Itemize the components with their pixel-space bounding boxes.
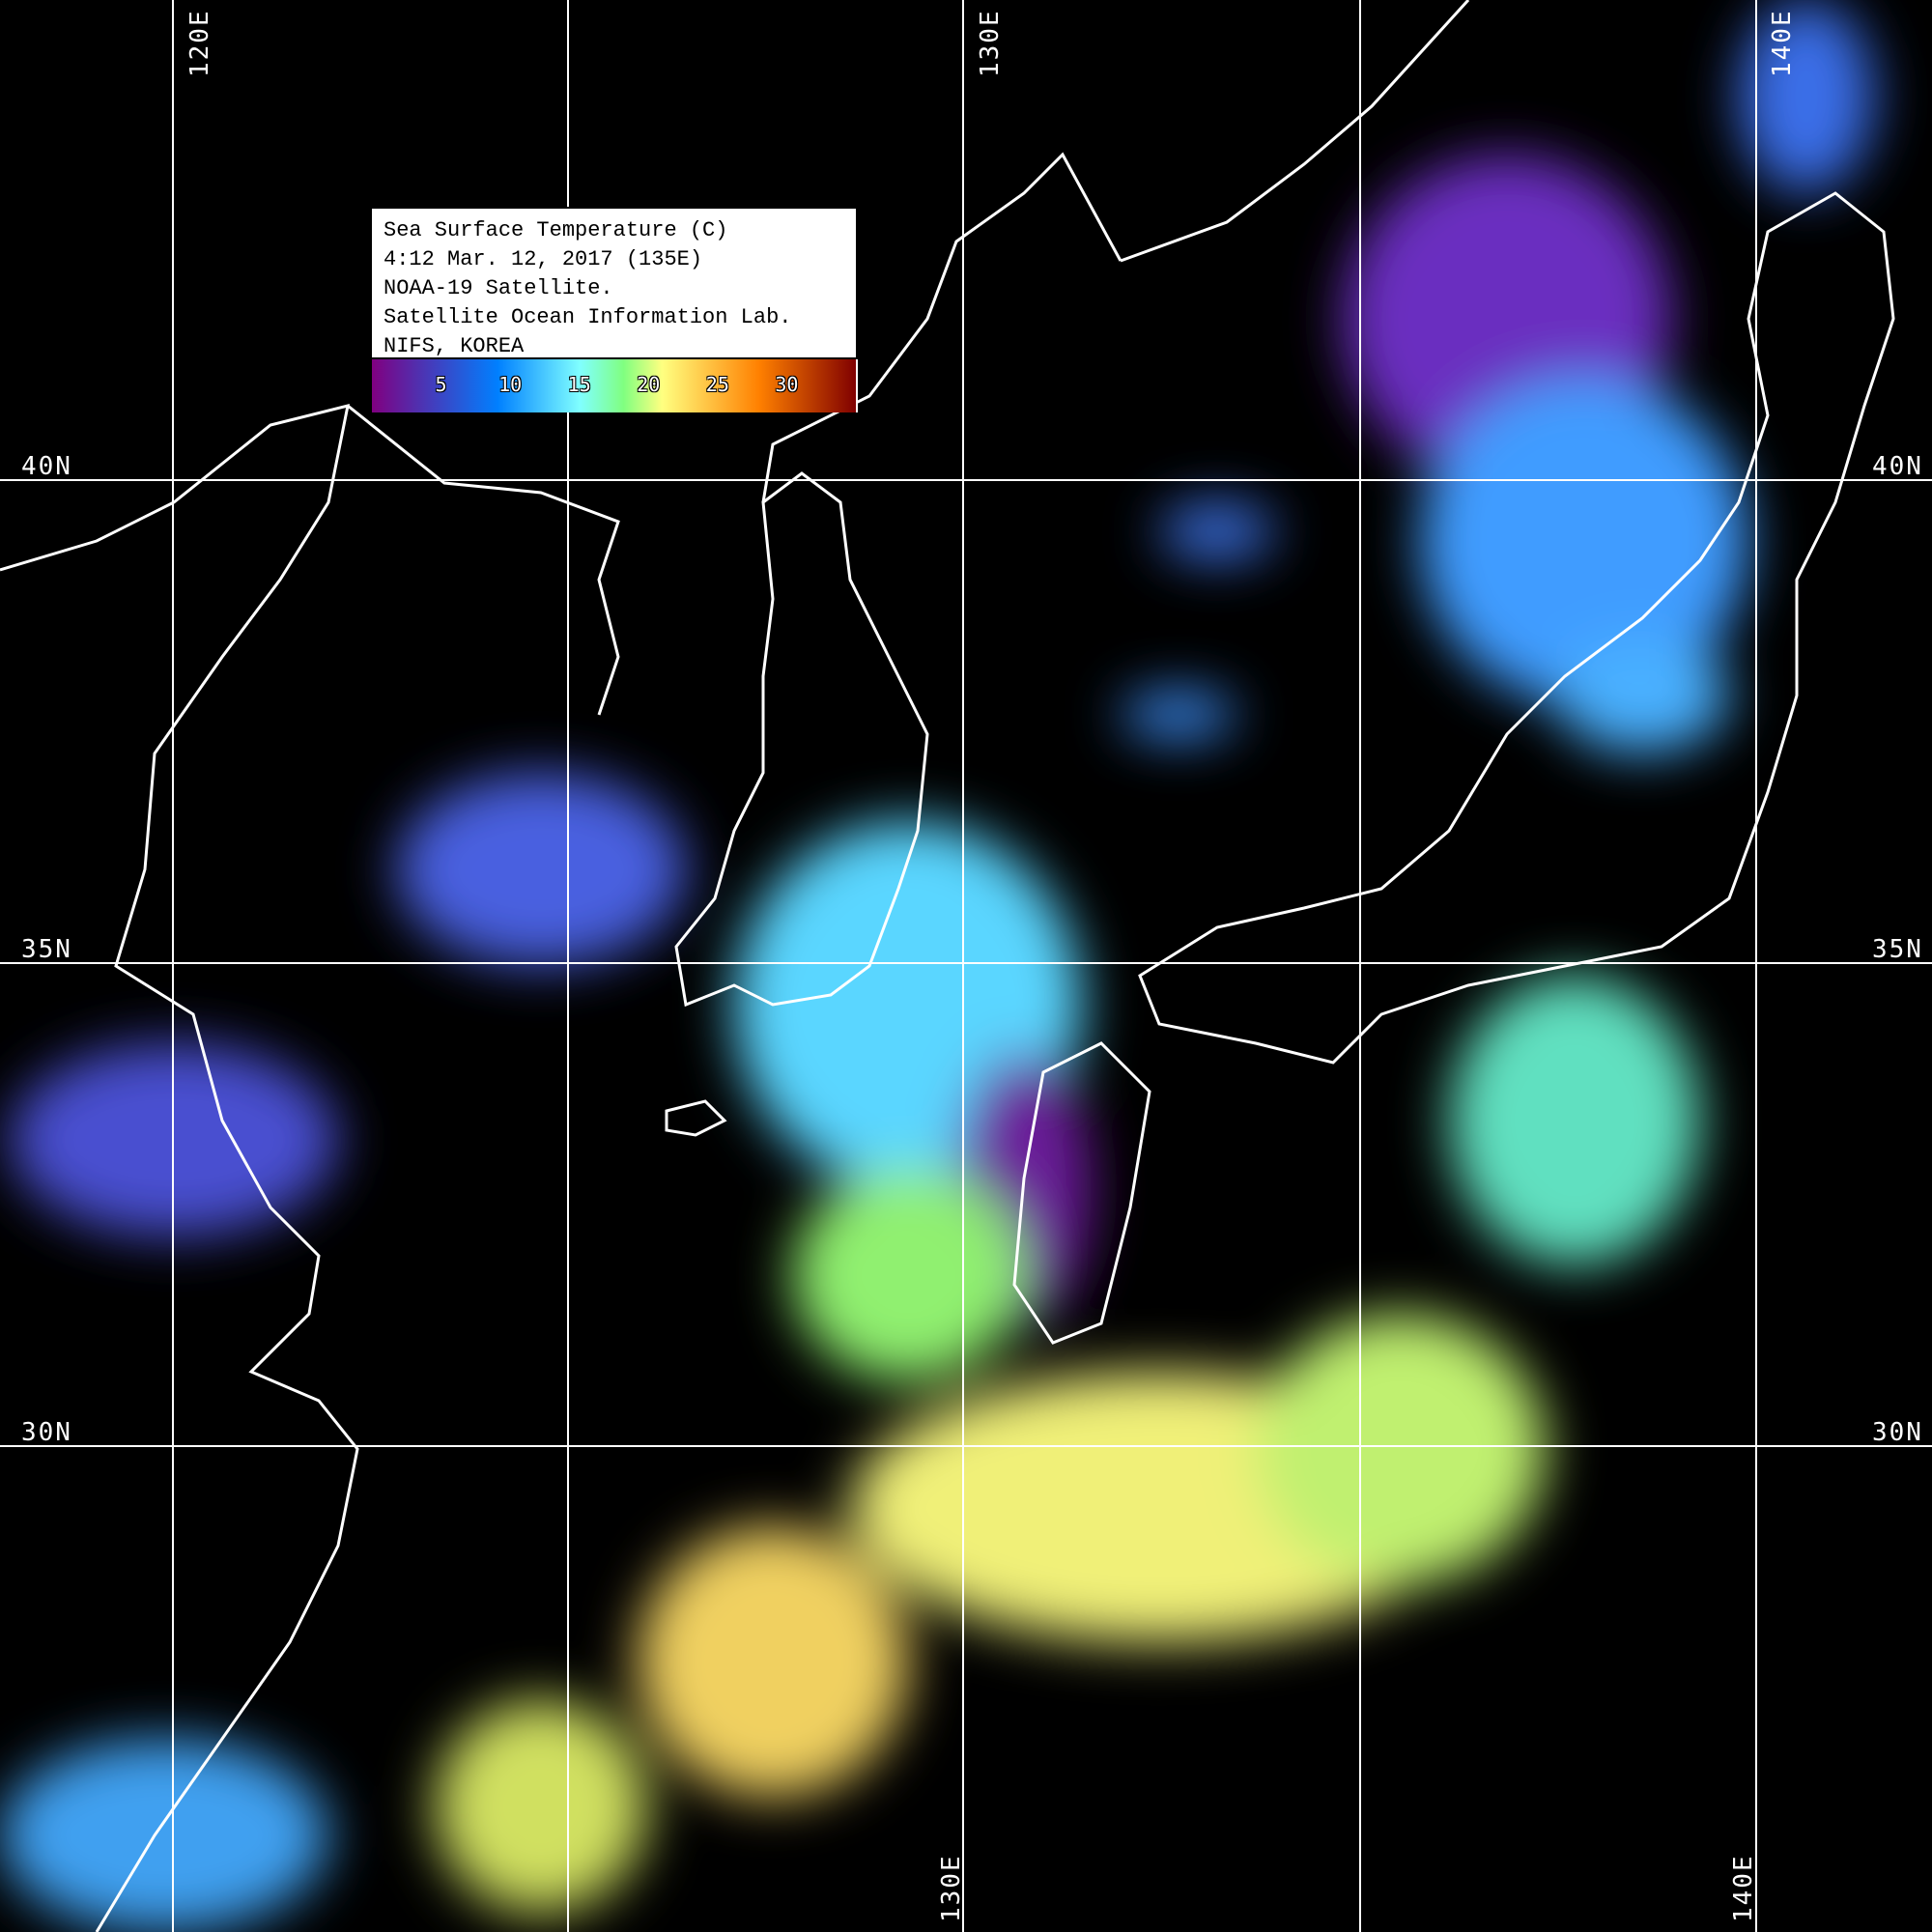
coastline-japan-honshu <box>1138 191 1895 1065</box>
sst-patch <box>1739 0 1874 193</box>
coastline-manchuria <box>761 152 1122 503</box>
coastline-jeju <box>665 1099 727 1137</box>
sst-patch <box>638 1526 908 1797</box>
colorbar-tick-label: 10 <box>498 373 523 396</box>
bottom-label-140e: 140E <box>1729 1854 1758 1922</box>
legend-org: NIFS, KOREA <box>384 334 525 358</box>
sst-patch <box>1121 691 1236 739</box>
legend-text-box: Sea Surface Temperature (C) 4:12 Mar. 12… <box>370 207 858 359</box>
colorbar-tick-label: 20 <box>637 373 661 396</box>
sst-patch <box>396 773 686 966</box>
coastline-russia <box>1120 0 1470 263</box>
top-label-130e: 130E <box>976 9 1005 77</box>
legend-lab: Satellite Ocean Information Lab. <box>384 305 792 329</box>
sst-patch <box>1449 976 1700 1265</box>
top-label-120e: 120E <box>185 9 214 77</box>
left-label-35n: 35N <box>21 935 72 964</box>
right-label-40n: 40N <box>1872 452 1923 481</box>
coastline-china-north <box>0 403 359 1932</box>
right-label-30n: 30N <box>1872 1418 1923 1447</box>
legend-datetime: 4:12 Mar. 12, 2017 (135E) <box>384 247 703 271</box>
right-label-35n: 35N <box>1872 935 1923 964</box>
legend-title: Sea Surface Temperature (C) <box>384 218 728 242</box>
colorbar-tick-label: 15 <box>567 373 591 396</box>
colorbar-tick-label: 25 <box>705 373 729 396</box>
left-label-30n: 30N <box>21 1418 72 1447</box>
legend: Sea Surface Temperature (C) 4:12 Mar. 12… <box>370 207 858 412</box>
sst-patches <box>0 0 1874 1932</box>
sst-patch <box>1159 502 1275 560</box>
colorbar-tick-label: 5 <box>435 373 447 396</box>
legend-satellite: NOAA-19 Satellite. <box>384 276 613 300</box>
colorbar: 5 10 15 20 25 30 <box>370 359 858 412</box>
sst-patch <box>0 1739 328 1932</box>
sst-patch <box>1555 638 1729 753</box>
sst-patch <box>792 1169 1024 1381</box>
sst-patch <box>1256 1314 1546 1584</box>
left-label-40n: 40N <box>21 452 72 481</box>
sst-patch <box>1420 377 1748 705</box>
top-label-140e: 140E <box>1768 9 1797 77</box>
colorbar-tick-label: 30 <box>775 373 799 396</box>
bottom-label-130e: 130E <box>937 1854 966 1922</box>
sst-patch <box>435 1700 647 1913</box>
coastline-liaodong <box>347 404 620 716</box>
coastline-kyushu <box>1012 1041 1151 1345</box>
coastline-korea <box>674 471 929 1008</box>
